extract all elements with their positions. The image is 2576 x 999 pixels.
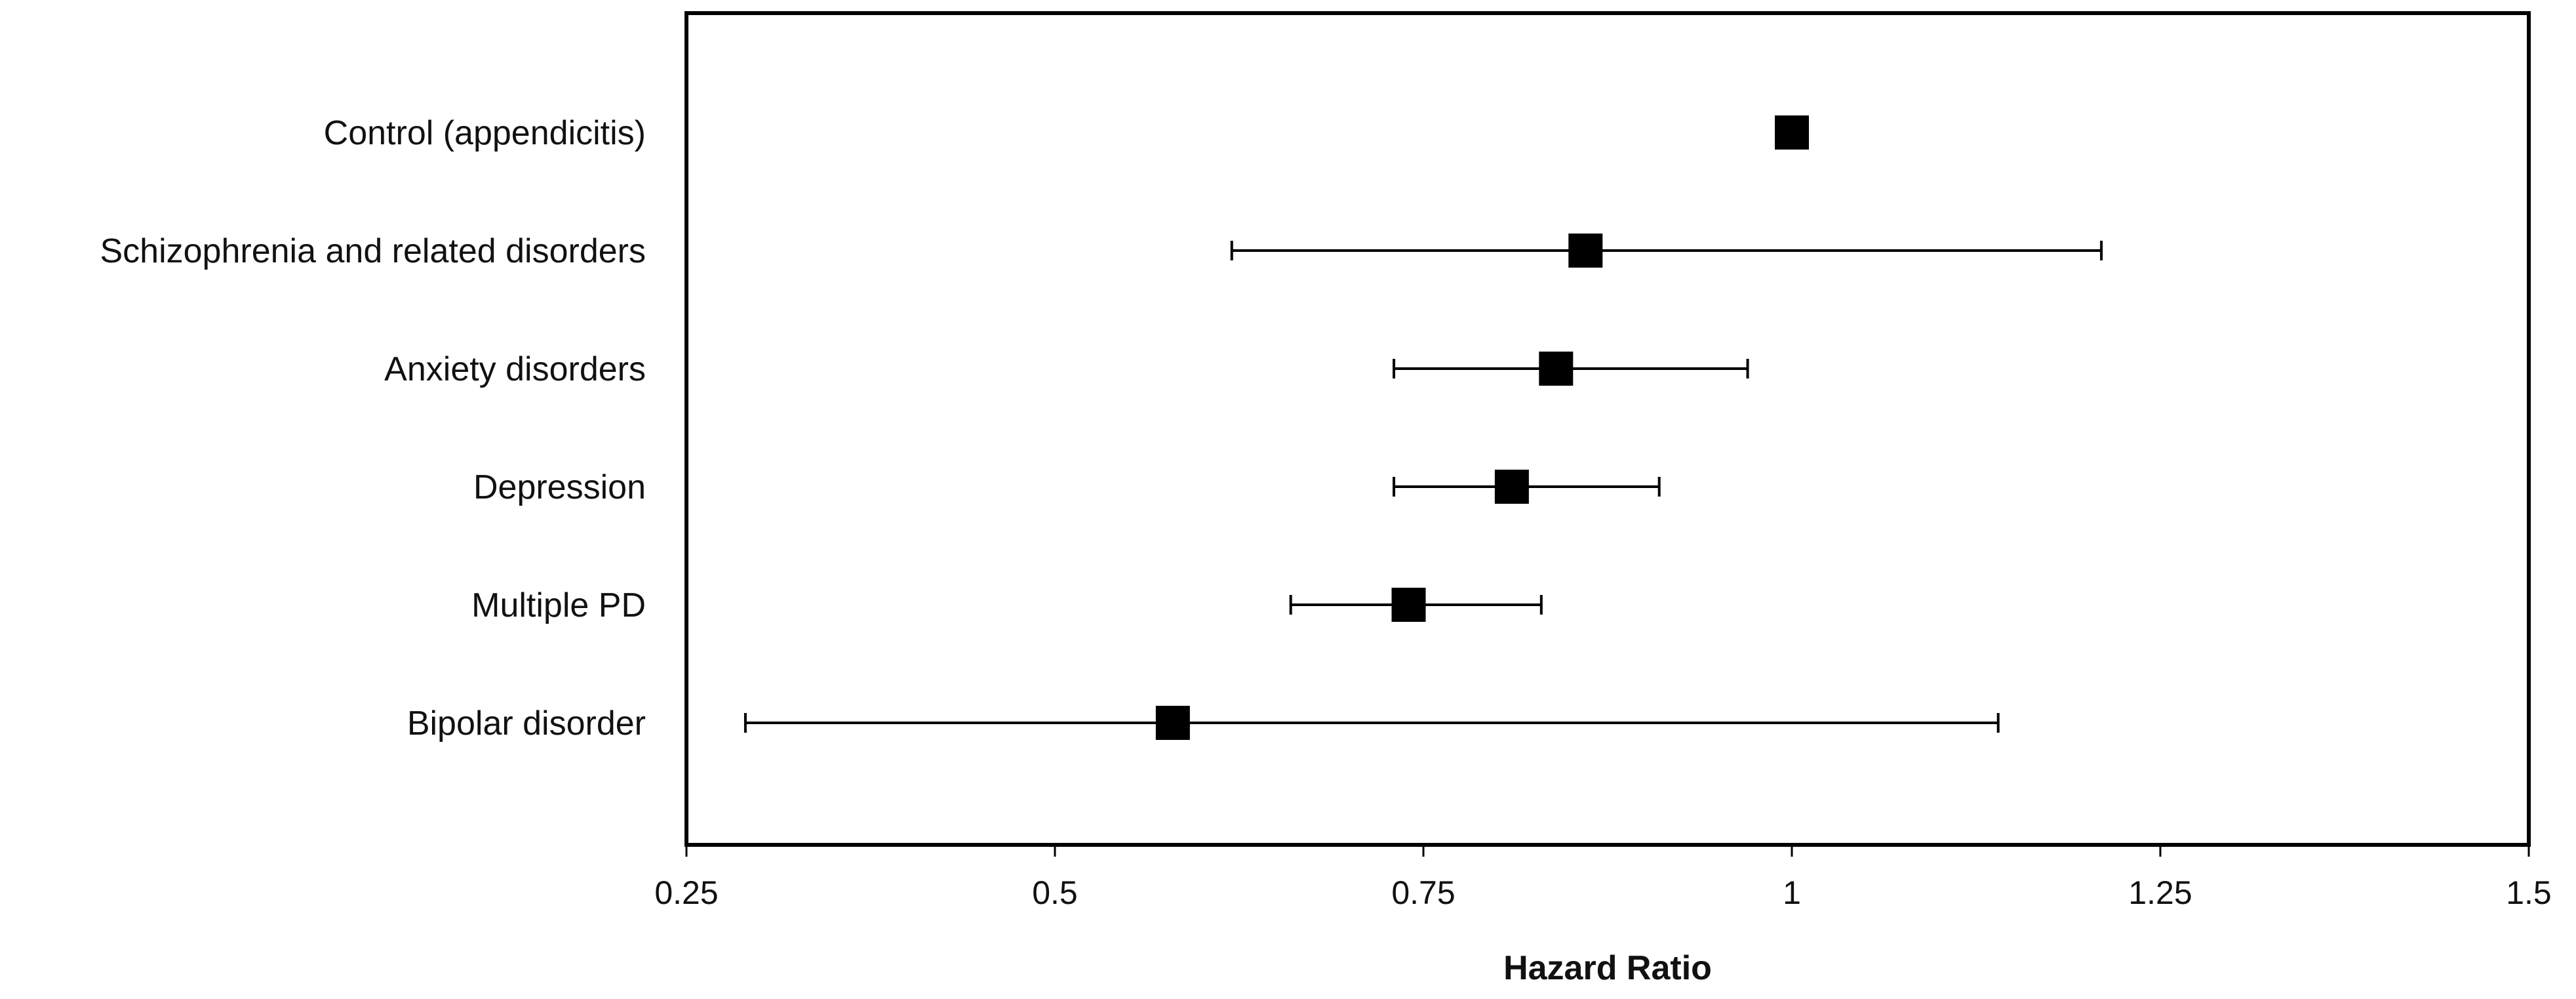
category-label: Bipolar disorder (407, 704, 646, 743)
category-label: Schizophrenia and related disorders (100, 232, 646, 270)
x-axis-ticks: 0.25 0.5 0.75 1 1.25 1.5 (654, 845, 2552, 911)
category-labels: Control (appendicitis) Schizophrenia and … (100, 114, 646, 743)
x-tick-label: 1 (1783, 874, 1801, 911)
x-axis-title: Hazard Ratio (1503, 949, 1712, 987)
plot-frame (684, 11, 2531, 847)
x-tick-label: 1.5 (2506, 874, 2552, 911)
hazard-ratio-point (1155, 706, 1190, 740)
x-tick-label: 1.25 (2128, 874, 2192, 911)
x-tick-label: 0.25 (654, 874, 718, 911)
x-tick-label: 0.75 (1391, 874, 1455, 911)
hazard-ratio-point (1539, 352, 1574, 386)
category-label: Control (appendicitis) (324, 114, 646, 152)
data-marks (743, 115, 2103, 740)
hazard-ratio-point (1775, 115, 1809, 150)
hazard-ratio-point (1568, 234, 1603, 268)
hazard-ratio-point (1494, 470, 1529, 504)
category-label: Multiple PD (471, 586, 646, 624)
hazard-ratio-point (1391, 588, 1426, 622)
category-label: Anxiety disorders (384, 350, 646, 388)
x-tick-label: 0.5 (1032, 874, 1078, 911)
category-label: Depression (473, 468, 646, 506)
